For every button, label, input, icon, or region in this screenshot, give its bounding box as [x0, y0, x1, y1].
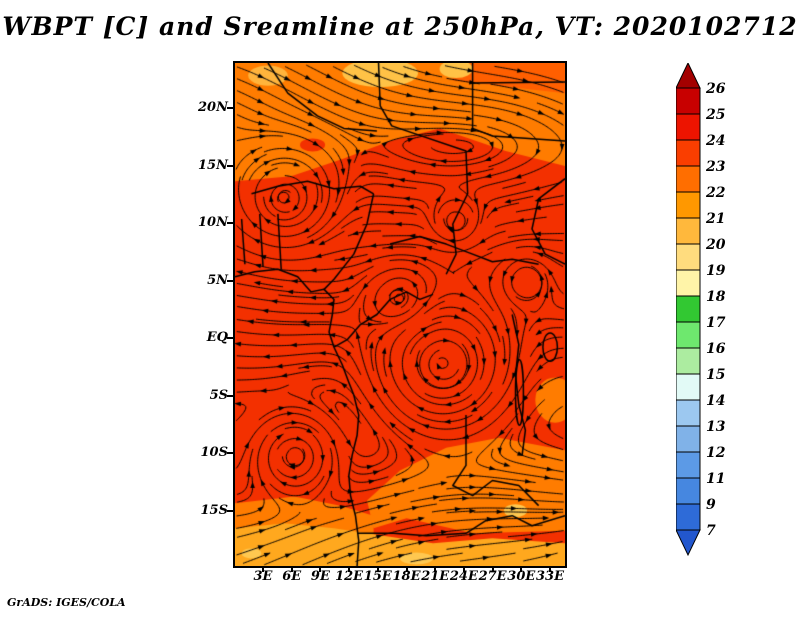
lon-tick-label: 21E	[421, 569, 450, 584]
lat-tick-label: 15S	[200, 502, 228, 518]
colorbar-label: 26	[705, 81, 726, 97]
colorbar-label: 20	[705, 237, 726, 253]
colorbar-segment	[676, 165, 701, 193]
lon-tick-label: 3E	[253, 569, 273, 584]
colorbar-segment	[676, 243, 701, 271]
map-canvas	[235, 63, 565, 566]
colorbar-arrow-top	[676, 63, 701, 89]
colorbar-label: 7	[706, 523, 716, 539]
colorbar-label: 23	[705, 159, 726, 175]
lat-tick-mark	[227, 107, 234, 109]
lon-tick-mark	[520, 566, 523, 572]
lon-tick-mark	[434, 566, 437, 572]
colorbar-segment	[676, 113, 701, 141]
lat-tick-mark	[227, 509, 234, 512]
lat-tick-mark	[227, 337, 234, 339]
colorbar-segment	[676, 321, 701, 349]
colorbar-segment	[676, 373, 701, 401]
lat-tick-mark	[227, 164, 234, 167]
map-frame	[233, 61, 567, 568]
lon-tick-label: 6E	[282, 569, 302, 584]
colorbar-label: 18	[706, 289, 726, 305]
colorbar-label: 19	[706, 263, 726, 279]
colorbar-segment	[676, 399, 701, 427]
lat-tick-label: EQ	[206, 330, 228, 345]
colorbar-label: 11	[706, 471, 725, 487]
colorbar-label: 15	[706, 367, 725, 383]
colorbar-segment	[676, 451, 701, 479]
colorbar-label: 13	[706, 419, 726, 435]
lon-tick-mark	[376, 566, 379, 572]
lon-tick-label: 24E	[449, 569, 478, 584]
colorbar-label: 22	[705, 185, 726, 201]
lat-tick-mark	[227, 279, 234, 282]
lat-tick-label: 10N	[198, 215, 228, 230]
colorbar-segment	[676, 269, 701, 297]
lon-tick-mark	[405, 566, 408, 572]
colorbar-label: 12	[706, 445, 726, 461]
lon-tick-label: 27E	[478, 569, 507, 584]
colorbar: 26 25 24 23 22 21 20 19 18 17 16 15 14 13 12 11 9 7	[676, 63, 726, 557]
lon-tick-label: 33E	[536, 569, 564, 584]
lat-tick-mark	[227, 222, 234, 224]
colorbar-segment	[676, 503, 701, 531]
lat-tick-mark	[227, 394, 234, 397]
plot-title: WBPT [C] and Sreamline at 250hPa, VT: 20…	[2, 12, 798, 41]
footer-credit: GrADS: IGES/COLA	[7, 596, 126, 609]
lat-tick-label: 5S	[209, 387, 228, 403]
lon-tick-mark	[348, 566, 351, 572]
colorbar-label: 17	[706, 315, 726, 331]
colorbar-segment	[676, 87, 701, 115]
lon-tick-label: 12E	[335, 569, 364, 584]
lon-tick-label: 9E	[310, 569, 330, 584]
colorbar-segment	[676, 347, 701, 375]
lon-tick-label: 30E	[507, 569, 536, 584]
colorbar-segment	[676, 477, 701, 505]
lat-tick-label: 10S	[200, 445, 228, 460]
lon-tick-label: 18E	[392, 569, 421, 584]
lat-tick-label: 5N	[207, 272, 228, 288]
colorbar-arrow-bottom	[676, 529, 701, 557]
colorbar-label: 25	[705, 107, 725, 123]
lon-tick-mark	[549, 566, 551, 572]
colorbar-label: 21	[705, 211, 725, 227]
lat-tick-label: 20N	[198, 100, 228, 115]
lon-tick-mark	[319, 566, 322, 572]
colorbar-label: 24	[705, 133, 725, 149]
lon-tick-mark	[262, 566, 264, 572]
colorbar-segment	[676, 191, 701, 219]
lon-tick-label: 15E	[363, 569, 392, 584]
colorbar-label: 14	[706, 393, 725, 409]
colorbar-segment	[676, 295, 701, 323]
lat-tick-mark	[227, 452, 234, 454]
lon-tick-mark	[290, 566, 293, 572]
lon-tick-mark	[462, 566, 465, 572]
colorbar-segment	[676, 425, 701, 453]
lat-tick-label: 15N	[198, 157, 228, 173]
colorbar-label: 9	[706, 497, 716, 513]
colorbar-segment	[676, 139, 701, 167]
colorbar-segment	[676, 217, 701, 245]
lon-tick-mark	[491, 566, 494, 572]
colorbar-label: 16	[706, 341, 726, 357]
